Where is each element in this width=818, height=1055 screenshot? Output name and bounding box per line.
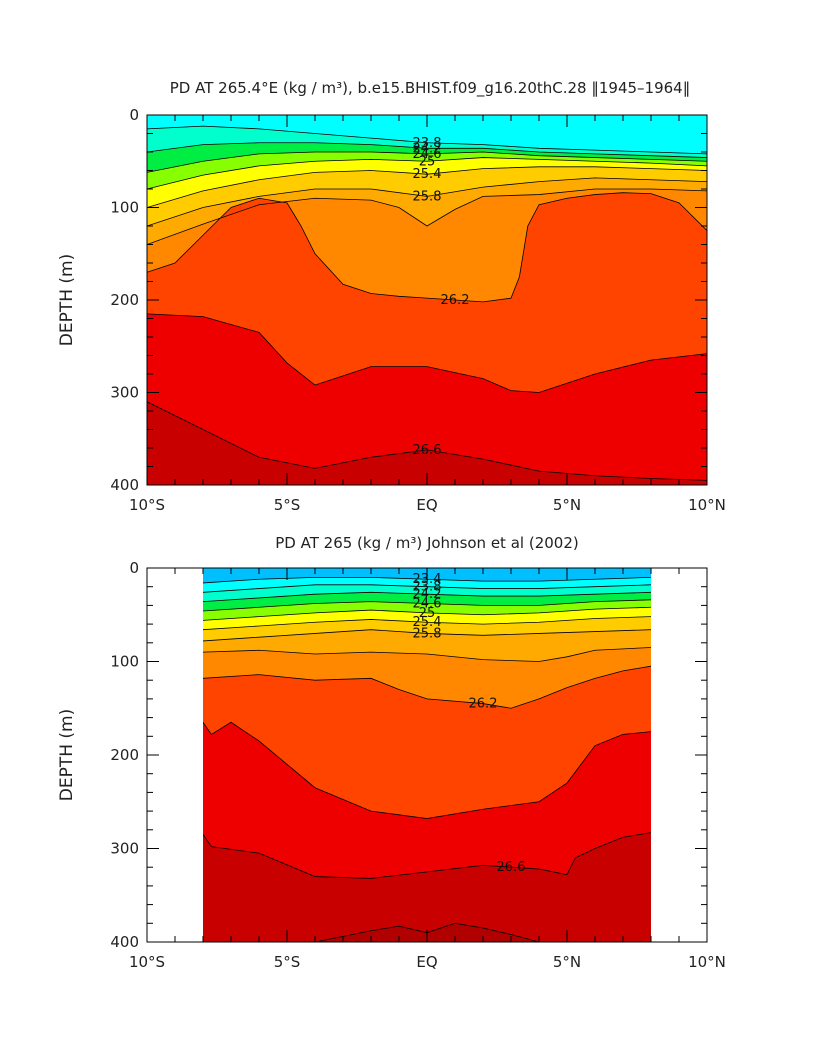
chart-title: PD AT 265.4°E (kg / m³), b.e15.BHIST.f09… [170,79,690,98]
isopycnal-26.0 [203,647,651,662]
y-tick-label: 400 [110,933,139,951]
isopycnal-26.6 [147,401,707,481]
x-tick-label: 10°S [129,953,165,971]
x-tick-label: 10°N [688,496,726,514]
y-tick-label: 200 [110,291,139,309]
contour-label: 26.6 [413,443,442,458]
x-tick-label: 10°S [129,496,165,514]
isopycnal-25.8 [203,629,651,642]
contour-label: 24.6 [413,147,442,162]
density-band-26.4 [147,313,707,485]
y-tick-label: 300 [110,384,139,402]
isopycnal-25.4 [203,616,651,631]
y-axis-label: DEPTH (m) [57,709,77,801]
y-tick-label: 100 [110,199,139,217]
y-tick-label: 100 [110,653,139,671]
density-band-26.6 [147,401,707,485]
x-tick-label: 5°N [553,953,581,971]
x-tick-label: 5°S [274,496,301,514]
y-tick-label: 300 [110,840,139,858]
isopycnal-24.6 [147,151,707,173]
x-tick-label: EQ [416,953,437,971]
isopycnal-26.0 [147,188,707,245]
x-tick-label: 10°N [688,953,726,971]
isopycnal-26.4 [147,313,707,393]
isopycnal-26.4 [203,721,651,819]
contour-label: 25.8 [413,626,442,641]
isopycnal-24.2 [147,142,707,158]
contour-label: 24.6 [413,597,442,612]
x-tick-label: EQ [416,496,437,514]
isopycnal-24.6 [203,599,651,612]
contour-label: 23.8 [413,580,442,595]
isopycnal-25.0 [147,157,707,190]
isopycnal-23.8 [203,584,651,593]
density-band-26.6 [203,832,651,942]
contour-label: 24.2 [413,141,442,156]
isopycnal-26.8 [203,922,540,942]
contour-label: 25 [419,154,436,169]
contour-label: 24.2 [413,587,442,602]
contour-label: 23.8 [413,136,442,151]
chart-title: PD AT 265 (kg / m³) Johnson et al (2002) [275,534,578,552]
contour-label: 26.2 [469,697,498,712]
contour-label: 26.6 [497,860,526,875]
isopycnal-25.4 [147,166,707,208]
isopycnal-23.8 [147,125,707,155]
y-tick-label: 200 [110,746,139,764]
isopycnal-25.0 [203,606,651,621]
isopycnal-26.2 [147,192,707,303]
isopycnal-26.6 [203,832,651,879]
y-tick-label: 400 [110,476,139,494]
y-axis-label: DEPTH (m) [57,254,77,346]
contour-label: 25 [419,606,436,621]
isopycnal-25.8 [147,177,707,227]
y-tick-label: 0 [129,559,139,577]
isopycnal-26.2 [203,665,651,709]
y-tick-label: 0 [129,106,139,124]
x-tick-label: 5°N [553,496,581,514]
contour-label: 25.4 [413,615,442,630]
isopycnal-24.2 [203,591,651,603]
contour-label: 25.4 [413,167,442,182]
x-tick-label: 5°S [274,953,301,971]
contour-label: 25.8 [413,189,442,204]
contour-label: 26.2 [441,293,470,308]
